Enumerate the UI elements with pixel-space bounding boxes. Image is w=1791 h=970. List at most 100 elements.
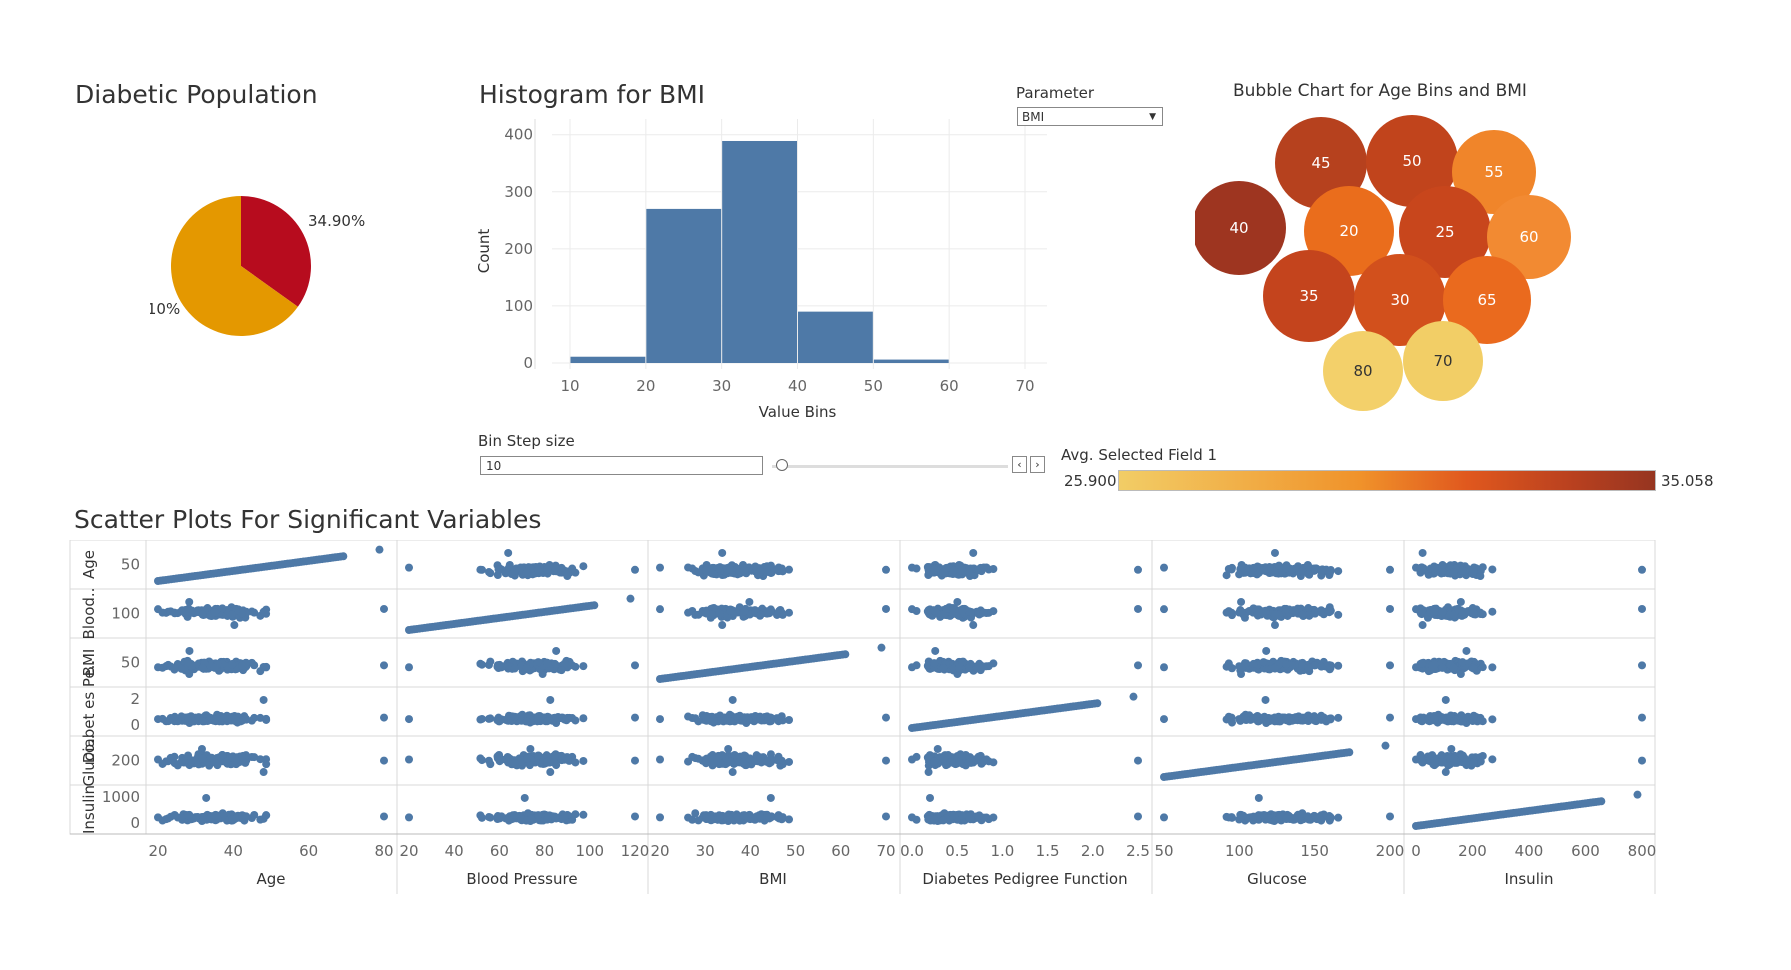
scatter-point: [989, 758, 997, 766]
scatter-point: [495, 663, 503, 671]
scatter-point: [1160, 813, 1168, 821]
scatter-cell: [656, 598, 890, 629]
scatter-cell: [908, 598, 1142, 629]
col-tick-label: 2.5: [1126, 842, 1150, 860]
scatter-point: [1386, 714, 1394, 722]
scatter-point: [154, 715, 162, 723]
scatter-point: [726, 607, 734, 615]
scatter-point: [745, 598, 753, 606]
chevron-left-icon[interactable]: ‹: [1012, 456, 1027, 473]
col-tick-label: 80: [535, 842, 554, 860]
row-tick-label: 2: [130, 690, 140, 708]
scatter-point: [740, 751, 748, 759]
pie-chart: 34.90%65.10%: [150, 180, 450, 350]
scatter-point: [1282, 815, 1290, 823]
scatter-point: [1260, 607, 1268, 615]
col-tick-label: 60: [299, 842, 318, 860]
scatter-point: [1249, 604, 1257, 612]
scatter-point: [1298, 611, 1306, 619]
scatter-point: [1225, 565, 1233, 573]
scatter-point: [1419, 549, 1427, 557]
scatter-point: [579, 811, 587, 819]
scatter-point: [939, 568, 947, 576]
scatter-point: [931, 647, 939, 655]
scatter-point: [523, 568, 531, 576]
scatter-point: [1459, 658, 1467, 666]
scatter-point: [656, 813, 664, 821]
col-tick-label: 100: [1225, 842, 1254, 860]
scatter-point: [543, 758, 551, 766]
scatter-point: [1255, 794, 1263, 802]
scatter-point: [228, 661, 236, 669]
pie-slice-label: 65.10%: [150, 300, 180, 318]
scatter-point: [739, 759, 747, 767]
scatter-point: [1271, 816, 1279, 824]
scatter-point: [185, 647, 193, 655]
scatter-point: [1439, 664, 1447, 672]
scatter-point: [154, 605, 162, 613]
legend-max-label: 35.058: [1661, 472, 1714, 490]
scatter-point: [684, 758, 692, 766]
col-tick-label: 1.5: [1036, 842, 1060, 860]
scatter-point: [908, 564, 916, 572]
col-tick-label: 60: [831, 842, 850, 860]
scatter-point: [726, 758, 734, 766]
col-tick-label: 20: [148, 842, 167, 860]
scatter-point: [694, 717, 702, 725]
scatter-point: [1488, 715, 1496, 723]
scatter-point: [775, 565, 783, 573]
scatter-point: [656, 715, 664, 723]
scatter-point: [1334, 567, 1342, 575]
histogram-chart: 10 20 30 40 50 60 700100200300400Value BinsCou…: [470, 115, 1060, 420]
bin-step-slider-track[interactable]: [772, 465, 1008, 468]
scatter-point: [656, 756, 664, 764]
scatter-cell: [405, 647, 639, 678]
col-tick-label: 50: [786, 842, 805, 860]
bin-step-input[interactable]: 10: [480, 456, 763, 475]
scatter-point: [250, 753, 258, 761]
scatter-point: [228, 754, 236, 762]
scatter-point: [694, 611, 702, 619]
bin-step-slider-thumb[interactable]: [776, 459, 788, 471]
parameter-dropdown[interactable]: BMI ▼: [1017, 107, 1163, 126]
scatter-point: [1235, 570, 1243, 578]
col-tick-label: 0: [1411, 842, 1421, 860]
scatter-cell: [1412, 791, 1641, 830]
scatter-matrix: Age 50Blood.. 100BMI 50Diabet es Pe.. 20Gluc…: [0, 540, 1791, 940]
scatter-point: [989, 607, 997, 615]
scatter-point: [740, 607, 748, 615]
bubble-label: 30: [1390, 291, 1409, 309]
scatter-point: [511, 567, 519, 575]
scatter-point: [511, 665, 519, 673]
scatter-point: [1225, 813, 1233, 821]
scatter-point: [1638, 757, 1646, 765]
scatter-point: [250, 661, 258, 669]
chevron-right-icon[interactable]: ›: [1030, 456, 1045, 473]
scatter-point: [1238, 664, 1246, 672]
scatter-point: [230, 621, 238, 629]
scatter-point: [1638, 566, 1646, 574]
scatter-point: [1470, 713, 1478, 721]
scatter-point: [694, 816, 702, 824]
scatter-point: [1271, 664, 1279, 672]
scatter-point: [1260, 713, 1268, 721]
scatter-point: [1334, 611, 1342, 619]
scatter-point: [930, 816, 938, 824]
scatter-cell: [656, 745, 890, 776]
scatter-cell: [656, 696, 890, 727]
scatter-point: [631, 812, 639, 820]
scatter-point: [1304, 604, 1312, 612]
scatter-point: [1326, 607, 1334, 615]
scatter-point: [631, 566, 639, 574]
scatter-point: [380, 812, 388, 820]
scatter-point: [1417, 751, 1425, 759]
scatter-point: [1260, 811, 1268, 819]
scatter-point: [543, 659, 551, 667]
x-tick-label: 30: [712, 377, 731, 395]
scatter-point: [1638, 605, 1646, 613]
scatter-point: [763, 712, 771, 720]
scatter-point: [405, 564, 413, 572]
scatter-point: [939, 816, 947, 824]
scatter-point: [523, 816, 531, 824]
scatter-point: [543, 717, 551, 725]
